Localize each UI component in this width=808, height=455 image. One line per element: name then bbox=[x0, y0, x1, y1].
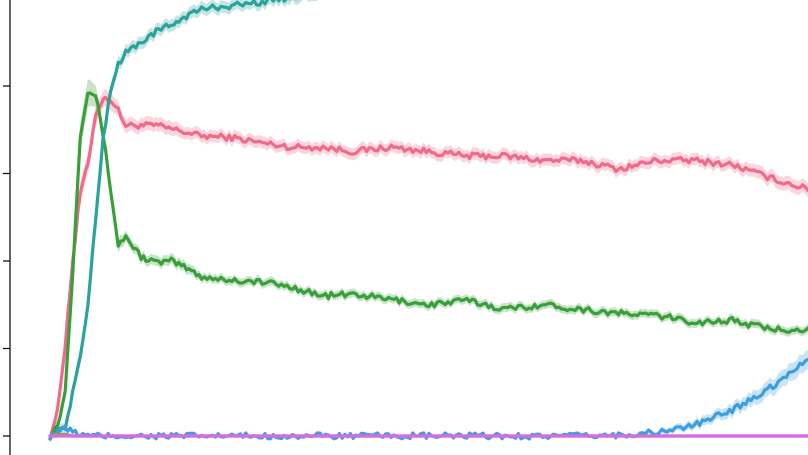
y-axis bbox=[3, 0, 11, 455]
series-line-3 bbox=[48, 357, 808, 441]
series-lines bbox=[48, 0, 808, 441]
series-line-1 bbox=[48, 91, 808, 441]
confidence-bands bbox=[50, 0, 808, 443]
series-band-2 bbox=[50, 0, 318, 442]
series-line-0 bbox=[48, 95, 808, 441]
series-line-2 bbox=[48, 0, 299, 441]
